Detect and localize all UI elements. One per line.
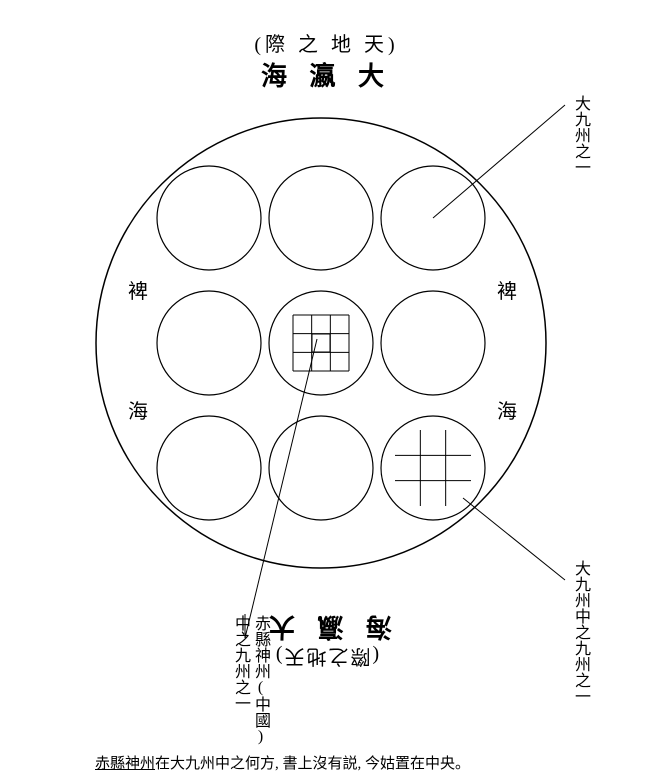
caption-underlined: 赤縣神州 <box>95 756 155 772</box>
left-bi-label: 裨 <box>128 275 148 304</box>
bottom-main-label: 海 瀛 大 <box>0 610 653 647</box>
annot-bottom-right: 大九州中之九州之一 <box>568 560 592 704</box>
top-paren-label: (際 之 地 天) <box>0 28 653 57</box>
right-bi-label: 裨 <box>497 275 517 304</box>
bottom-paren-label: (際之地天) <box>0 644 653 673</box>
diagram-canvas: (際 之 地 天) 海 瀛 大 裨 裨 海 海 海 瀛 大 (際之地天) 大九州… <box>0 0 653 779</box>
top-main-label: 海 瀛 大 <box>0 56 653 93</box>
annot-bottom-left-col2: 中之九州之一 <box>228 615 252 711</box>
caption-line: 赤縣神州在大九州中之何方, 書上沒有説, 今姑置在中央。 <box>95 752 470 773</box>
right-hai-label: 海 <box>497 395 517 424</box>
left-hai-label: 海 <box>128 395 148 424</box>
caption-rest: 在大九州中之何方, 書上沒有説, 今姑置在中央。 <box>155 756 470 772</box>
annot-top-right: 大九州之一 <box>568 95 592 175</box>
